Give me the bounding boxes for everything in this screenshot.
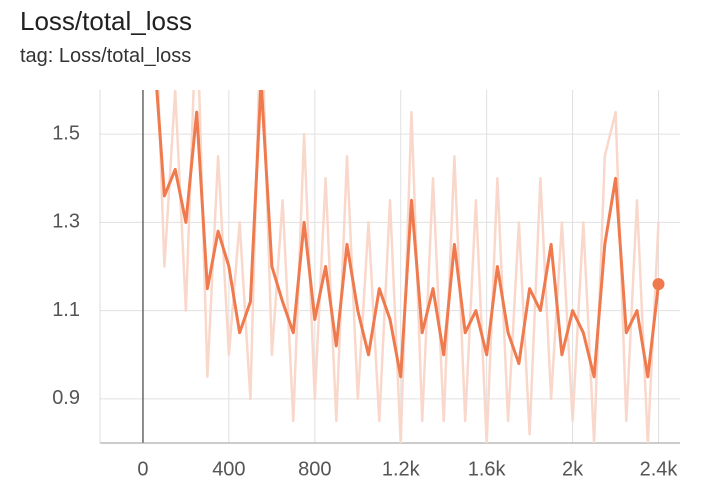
tick-labels: 0.9 1.1 1.3 1.5 0 400 800 1.2k 1.6k 2k 2.4k (52, 122, 678, 480)
plot-area (155, 90, 660, 443)
y-tick-label: 1.1 (52, 299, 80, 321)
x-tick-label: 800 (298, 458, 331, 480)
last-point (652, 278, 665, 291)
x-tick-label: 1.6k (468, 458, 507, 480)
x-tick-label: 0 (137, 458, 148, 480)
x-tick-label: 1.2k (382, 458, 421, 480)
chart-subtitle: tag: Loss/total_loss (20, 45, 191, 67)
y-tick-label: 0.9 (52, 387, 80, 409)
series-line (157, 90, 660, 443)
y-tick-label: 1.3 (52, 211, 80, 233)
x-tick-label: 2k (562, 458, 584, 480)
y-tick-label: 1.5 (52, 122, 80, 144)
x-tick-label: 2.4k (640, 458, 679, 480)
chart-title: Loss/total_loss (20, 6, 192, 36)
x-tick-label: 400 (212, 458, 245, 480)
series-line (155, 90, 660, 379)
